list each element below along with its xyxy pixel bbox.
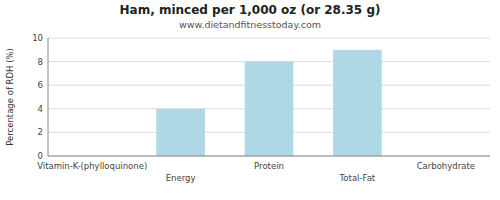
y-tick-label: 0 bbox=[38, 151, 43, 161]
x-tick-label: Protein bbox=[254, 161, 284, 171]
x-tick-label: Total-Fat bbox=[339, 173, 376, 183]
y-tick-label: 10 bbox=[32, 33, 43, 43]
y-tick-label: 4 bbox=[38, 104, 43, 114]
subtitle: www.dietandfitnesstoday.com bbox=[179, 19, 321, 30]
x-axis bbox=[48, 156, 490, 157]
x-tick-label: Carbohydrate bbox=[417, 161, 475, 171]
bar bbox=[333, 50, 382, 156]
bars bbox=[156, 50, 381, 156]
x-tick-label: Vitamin-K-(phylloquinone) bbox=[37, 161, 147, 171]
title: Ham, minced per 1,000 oz (or 28.35 g) bbox=[120, 3, 381, 17]
chart-svg: Ham, minced per 1,000 oz (or 28.35 g) www… bbox=[0, 0, 500, 200]
bar bbox=[156, 109, 205, 156]
x-tick-label: Energy bbox=[166, 173, 196, 183]
bar bbox=[245, 62, 294, 156]
y-axis bbox=[48, 38, 49, 156]
y-tick-label: 6 bbox=[38, 80, 43, 90]
grid-line bbox=[48, 156, 490, 157]
grid-line bbox=[48, 38, 490, 39]
y-tick-label: 2 bbox=[38, 127, 43, 137]
y-axis-label: Percentage of RDH (%) bbox=[5, 48, 15, 146]
chart-container: Ham, minced per 1,000 oz (or 28.35 g) www… bbox=[0, 0, 500, 200]
y-tick-label: 8 bbox=[38, 57, 43, 67]
